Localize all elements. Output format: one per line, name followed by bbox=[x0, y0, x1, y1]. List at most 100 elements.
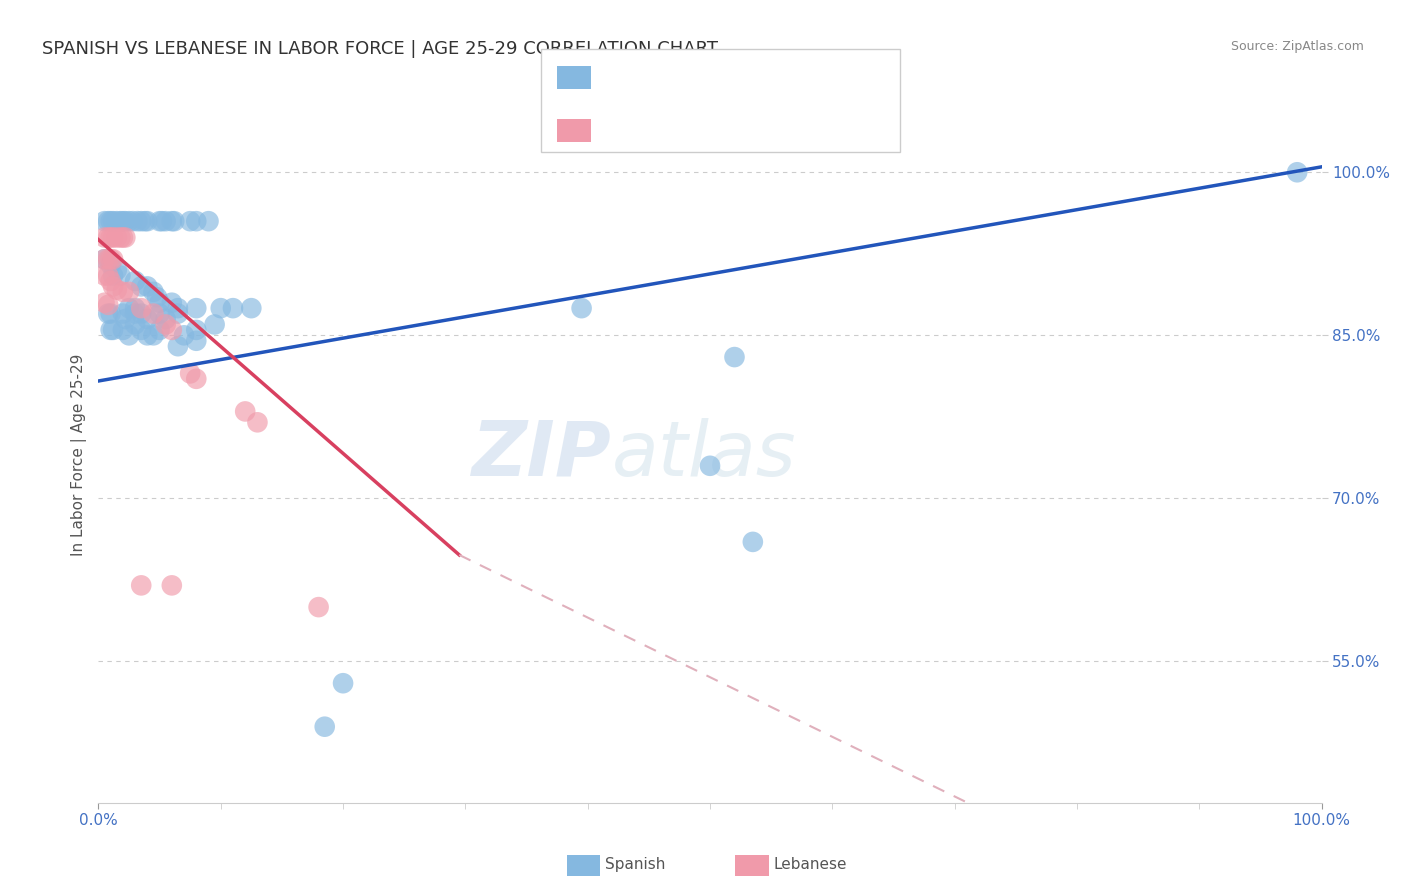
Point bbox=[101, 279, 124, 293]
Point bbox=[121, 214, 143, 228]
Point bbox=[100, 252, 122, 267]
Point bbox=[93, 230, 115, 244]
Point bbox=[233, 404, 256, 418]
Point bbox=[149, 295, 172, 310]
Point bbox=[173, 328, 195, 343]
Point bbox=[101, 230, 124, 244]
Point bbox=[110, 214, 132, 228]
Point bbox=[163, 214, 186, 228]
Point bbox=[124, 301, 146, 315]
Point bbox=[142, 285, 165, 299]
Point bbox=[186, 214, 208, 228]
Point bbox=[314, 720, 336, 734]
Point bbox=[129, 301, 152, 315]
Point bbox=[97, 268, 120, 283]
Point bbox=[149, 323, 172, 337]
Point bbox=[105, 283, 128, 297]
Point bbox=[93, 214, 115, 228]
Point bbox=[160, 295, 183, 310]
Point bbox=[155, 214, 177, 228]
Point bbox=[97, 214, 120, 228]
Text: 0.222: 0.222 bbox=[637, 70, 685, 84]
Point bbox=[222, 301, 245, 315]
Point bbox=[111, 307, 134, 321]
Point bbox=[97, 230, 120, 244]
Text: Spanish: Spanish bbox=[605, 857, 665, 871]
Point bbox=[146, 290, 169, 304]
Point bbox=[186, 372, 208, 386]
Point bbox=[571, 301, 593, 315]
Point bbox=[105, 230, 128, 244]
Point bbox=[97, 252, 120, 267]
Text: Source: ZipAtlas.com: Source: ZipAtlas.com bbox=[1230, 40, 1364, 54]
Point bbox=[129, 323, 152, 337]
Point bbox=[129, 214, 152, 228]
Text: R =: R = bbox=[596, 122, 630, 136]
Point bbox=[97, 298, 120, 312]
Point bbox=[308, 600, 330, 615]
Text: Lebanese: Lebanese bbox=[773, 857, 846, 871]
Point bbox=[100, 323, 122, 337]
Point bbox=[114, 230, 136, 244]
Y-axis label: In Labor Force | Age 25-29: In Labor Force | Age 25-29 bbox=[72, 354, 87, 556]
Point bbox=[100, 258, 122, 272]
Point bbox=[142, 307, 165, 321]
Point bbox=[100, 307, 122, 321]
Point bbox=[136, 279, 159, 293]
Text: -0.504: -0.504 bbox=[637, 122, 692, 136]
Point bbox=[111, 323, 134, 337]
Point bbox=[186, 323, 208, 337]
Point bbox=[110, 268, 132, 283]
Text: N =: N = bbox=[714, 122, 748, 136]
Point bbox=[160, 214, 183, 228]
Point bbox=[134, 214, 156, 228]
Point bbox=[741, 535, 763, 549]
Point bbox=[101, 214, 124, 228]
Point bbox=[246, 415, 269, 429]
Point bbox=[124, 318, 146, 332]
Point bbox=[129, 279, 152, 293]
Point bbox=[179, 214, 201, 228]
Point bbox=[149, 307, 172, 321]
Point bbox=[129, 578, 152, 592]
Point bbox=[150, 214, 173, 228]
Point bbox=[105, 263, 128, 277]
Point bbox=[136, 312, 159, 326]
Point bbox=[105, 214, 128, 228]
Point bbox=[93, 252, 115, 267]
Point bbox=[240, 301, 263, 315]
Point bbox=[93, 268, 115, 283]
Point bbox=[332, 676, 354, 690]
Point bbox=[197, 214, 219, 228]
Point bbox=[136, 214, 159, 228]
Point bbox=[167, 339, 190, 353]
Point bbox=[699, 458, 721, 473]
Point bbox=[209, 301, 232, 315]
Text: atlas: atlas bbox=[612, 418, 797, 491]
Point bbox=[124, 274, 146, 288]
Point bbox=[155, 312, 177, 326]
Point bbox=[186, 301, 208, 315]
Point bbox=[186, 334, 208, 348]
Point bbox=[167, 307, 190, 321]
Point bbox=[179, 367, 201, 381]
Point bbox=[155, 318, 177, 332]
Point bbox=[723, 350, 745, 364]
Point bbox=[100, 214, 122, 228]
Point bbox=[111, 285, 134, 299]
Point bbox=[93, 295, 115, 310]
Point bbox=[142, 328, 165, 343]
Point bbox=[111, 214, 134, 228]
Point bbox=[114, 312, 136, 326]
Point bbox=[129, 307, 152, 321]
Text: 70: 70 bbox=[731, 70, 752, 84]
Point bbox=[118, 301, 141, 315]
Text: 32: 32 bbox=[749, 122, 770, 136]
Point bbox=[167, 301, 190, 315]
Point bbox=[114, 214, 136, 228]
Point bbox=[101, 252, 124, 267]
Text: R =: R = bbox=[596, 70, 630, 84]
Point bbox=[93, 252, 115, 267]
Point bbox=[118, 214, 141, 228]
Point bbox=[100, 274, 122, 288]
